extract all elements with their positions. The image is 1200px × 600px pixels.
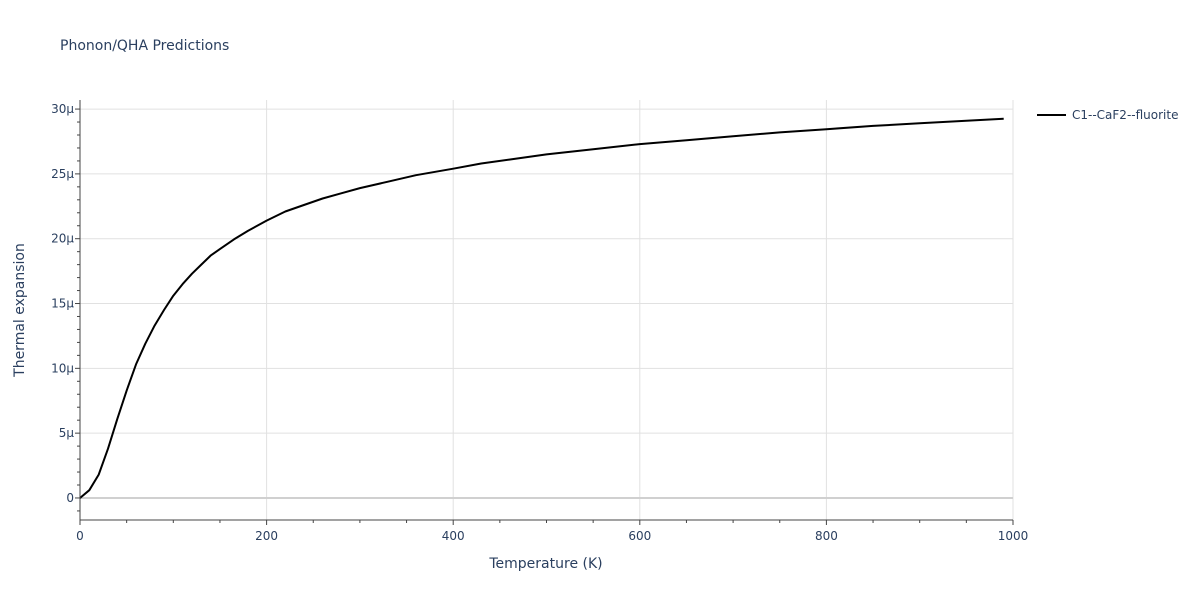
legend[interactable]: C1--CaF2--fluorite — [1037, 108, 1178, 122]
y-tick-label: 20μ — [51, 232, 74, 246]
y-tick-label: 10μ — [51, 361, 74, 375]
x-axis-title: Temperature (K) — [488, 556, 602, 572]
series-line[interactable] — [79, 117, 1004, 499]
y-axis-title: Thermal expansion — [12, 243, 28, 378]
y-tick-label: 25μ — [51, 167, 74, 181]
series-layer — [79, 117, 1004, 499]
legend-label: C1--CaF2--fluorite — [1072, 108, 1178, 122]
x-tick-label: 400 — [442, 529, 465, 543]
x-tick-label: 600 — [628, 529, 651, 543]
grid-layer — [80, 100, 1014, 520]
y-tick-label: 30μ — [51, 102, 74, 116]
y-tick-label: 0 — [66, 491, 74, 505]
x-tick-label: 200 — [255, 529, 278, 543]
y-tick-label: 5μ — [59, 426, 75, 440]
x-tick-label: 0 — [76, 529, 84, 543]
x-tick-label: 800 — [815, 529, 838, 543]
y-tick-label: 15μ — [51, 297, 74, 311]
x-tick-label: 1000 — [998, 529, 1029, 543]
chart-title: Phonon/QHA Predictions — [60, 38, 229, 54]
axes-layer: 0 200 400 600 800 1000 0 5μ 10μ 15μ 20μ 25μ 30μ — [51, 100, 1028, 543]
